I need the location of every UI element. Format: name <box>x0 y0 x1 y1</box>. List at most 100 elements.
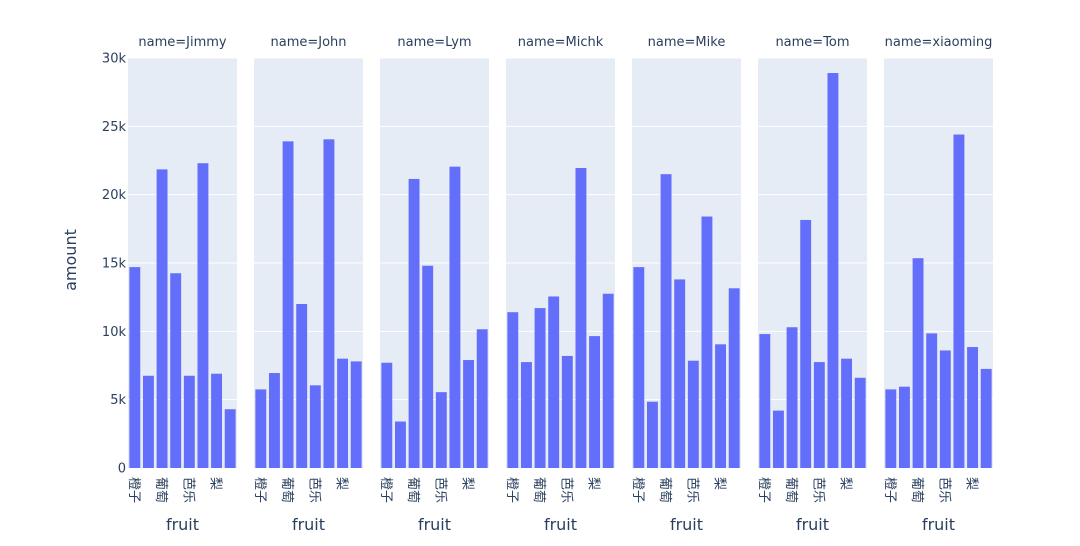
bar <box>589 336 601 468</box>
x-axis-title: fruit <box>544 515 577 534</box>
facet-title: name=xiaoming <box>885 35 993 50</box>
x-tick-label: 葡萄 <box>405 477 420 503</box>
bar <box>408 178 420 468</box>
x-tick-label: 梨 <box>712 477 727 490</box>
bar <box>575 168 587 468</box>
bar <box>507 312 519 468</box>
facet-title: name=Michk <box>518 35 604 50</box>
bar <box>337 358 349 468</box>
x-tick-label: 芭乐 <box>306 477 321 503</box>
bar <box>885 389 897 468</box>
y-tick-label: 15k <box>102 257 127 272</box>
bar <box>534 308 546 468</box>
bar <box>953 134 965 469</box>
bar <box>323 139 335 469</box>
facet-panel-xiaoming: name=xiaoming 橙子 葡萄 芭乐 梨 fruit <box>882 35 993 534</box>
bar <box>156 169 168 468</box>
bar <box>520 362 532 468</box>
facet-panel-Mike: name=Mike 橙子 葡萄 芭乐 梨 fruit <box>630 35 741 534</box>
bar <box>701 216 713 468</box>
bar <box>282 141 294 468</box>
x-axis-title: fruit <box>796 515 829 534</box>
y-tick-label: 30k <box>102 52 127 67</box>
x-tick-label: 橙子 <box>756 477 771 503</box>
bar <box>548 296 560 468</box>
facet-title: name=John <box>270 35 346 50</box>
bar <box>435 392 447 468</box>
bar <box>813 362 825 468</box>
facet-title: name=Tom <box>775 35 849 50</box>
bar <box>129 267 141 468</box>
bar <box>715 344 727 468</box>
bar <box>646 401 658 468</box>
bar <box>772 410 784 468</box>
x-tick-label: 芭乐 <box>180 477 195 503</box>
x-tick-label: 橙子 <box>252 477 267 503</box>
bar <box>224 409 236 468</box>
x-axis-title: fruit <box>292 515 325 534</box>
x-tick-label: 梨 <box>964 477 979 490</box>
y-tick-label: 5k <box>110 393 126 408</box>
bar <box>602 293 614 468</box>
x-tick-label: 橙子 <box>630 477 645 503</box>
bar <box>898 386 910 468</box>
bar <box>728 288 740 468</box>
bar <box>394 421 406 468</box>
bar <box>980 368 992 468</box>
bar <box>476 329 488 468</box>
x-axis-title: fruit <box>922 515 955 534</box>
bar <box>912 258 924 468</box>
x-axis-title: fruit <box>418 515 451 534</box>
y-tick-label: 10k <box>102 325 127 340</box>
bar <box>674 279 686 468</box>
facet-panel-Jimmy: name=Jimmy 橙子 葡萄 芭乐 梨 fruit <box>126 35 237 534</box>
facet-panel-John: name=John 橙子 葡萄 芭乐 梨 fruit <box>252 35 363 534</box>
bar <box>463 360 475 468</box>
facet-title: name=Mike <box>648 35 726 50</box>
bar <box>309 385 321 468</box>
bar <box>926 333 938 468</box>
bar <box>939 350 951 468</box>
x-tick-label: 芭乐 <box>684 477 699 503</box>
y-tick-label: 20k <box>102 188 127 203</box>
bar <box>687 360 699 468</box>
bar <box>841 358 853 468</box>
x-tick-label: 橙子 <box>504 477 519 503</box>
bar <box>170 273 182 468</box>
bar <box>255 389 267 468</box>
bar <box>142 375 154 468</box>
x-tick-label: 橙子 <box>126 477 141 503</box>
bar <box>827 73 839 469</box>
x-tick-label: 葡萄 <box>657 477 672 503</box>
x-tick-label: 梨 <box>334 477 349 490</box>
x-tick-label: 芭乐 <box>936 477 951 503</box>
bar <box>350 361 362 468</box>
bar <box>967 347 979 468</box>
x-tick-label: 梨 <box>586 477 601 490</box>
bar <box>660 174 672 468</box>
y-tick-label: 25k <box>102 120 127 135</box>
y-axis-title: amount <box>61 229 80 291</box>
x-tick-label: 芭乐 <box>432 477 447 503</box>
x-tick-label: 梨 <box>460 477 475 490</box>
facet-panel-Michk: name=Michk 橙子 葡萄 芭乐 梨 fruit <box>504 35 615 534</box>
bar <box>854 377 866 468</box>
x-tick-label: 梨 <box>838 477 853 490</box>
x-tick-label: 葡萄 <box>783 477 798 503</box>
bar <box>449 166 461 468</box>
bar <box>800 219 812 468</box>
bar <box>211 373 223 468</box>
bar <box>268 373 280 468</box>
x-axis-title: fruit <box>166 515 199 534</box>
x-tick-label: 葡萄 <box>531 477 546 503</box>
bar <box>633 267 645 468</box>
bar <box>381 362 393 468</box>
facet-title: name=Jimmy <box>138 35 227 50</box>
bar <box>759 334 771 468</box>
x-tick-label: 葡萄 <box>153 477 168 503</box>
bar <box>197 163 209 468</box>
x-tick-label: 橙子 <box>882 477 897 503</box>
bar <box>422 265 434 468</box>
x-tick-label: 芭乐 <box>558 477 573 503</box>
